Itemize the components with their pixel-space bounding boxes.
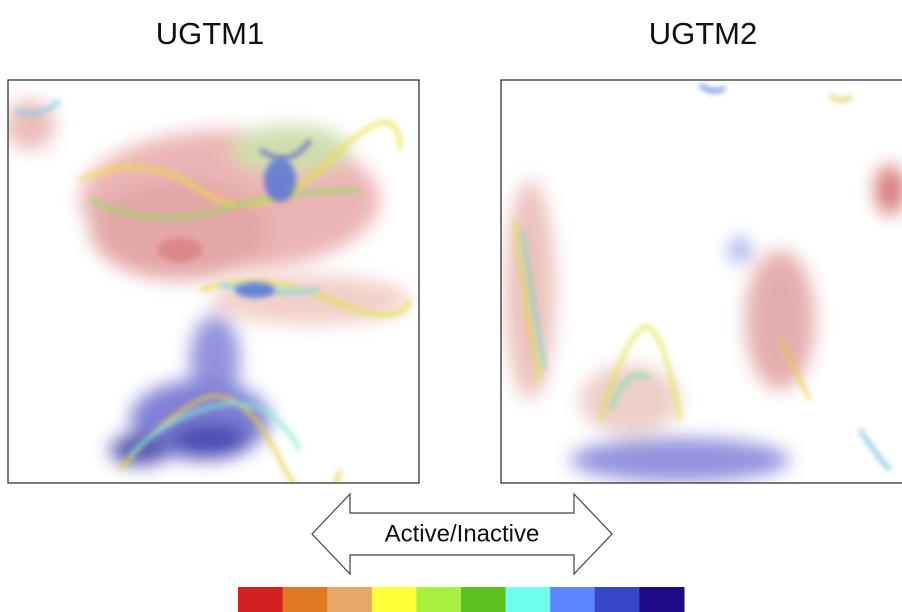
double-arrow bbox=[311, 492, 613, 576]
colorbar-swatch bbox=[505, 587, 551, 612]
colorbar-swatch bbox=[594, 587, 640, 612]
colorbar bbox=[238, 587, 685, 612]
colorbar-swatch bbox=[461, 587, 507, 612]
panel-title: UGTM2 bbox=[649, 16, 758, 51]
colorbar-swatch bbox=[282, 587, 328, 612]
colorbar-swatch bbox=[238, 587, 284, 612]
map-left bbox=[8, 98, 412, 483]
map-frame bbox=[500, 79, 902, 484]
arrow-label: Active/Inactive bbox=[385, 520, 540, 547]
colorbar-swatch bbox=[639, 587, 685, 612]
colorbar-swatch bbox=[371, 587, 417, 612]
colorbar-swatch bbox=[416, 587, 462, 612]
map-right bbox=[505, 83, 902, 482]
panel-title: UGTM1 bbox=[156, 16, 265, 51]
colorbar-swatch bbox=[550, 587, 596, 612]
map-frame bbox=[7, 79, 420, 484]
colorbar-swatch bbox=[327, 587, 373, 612]
